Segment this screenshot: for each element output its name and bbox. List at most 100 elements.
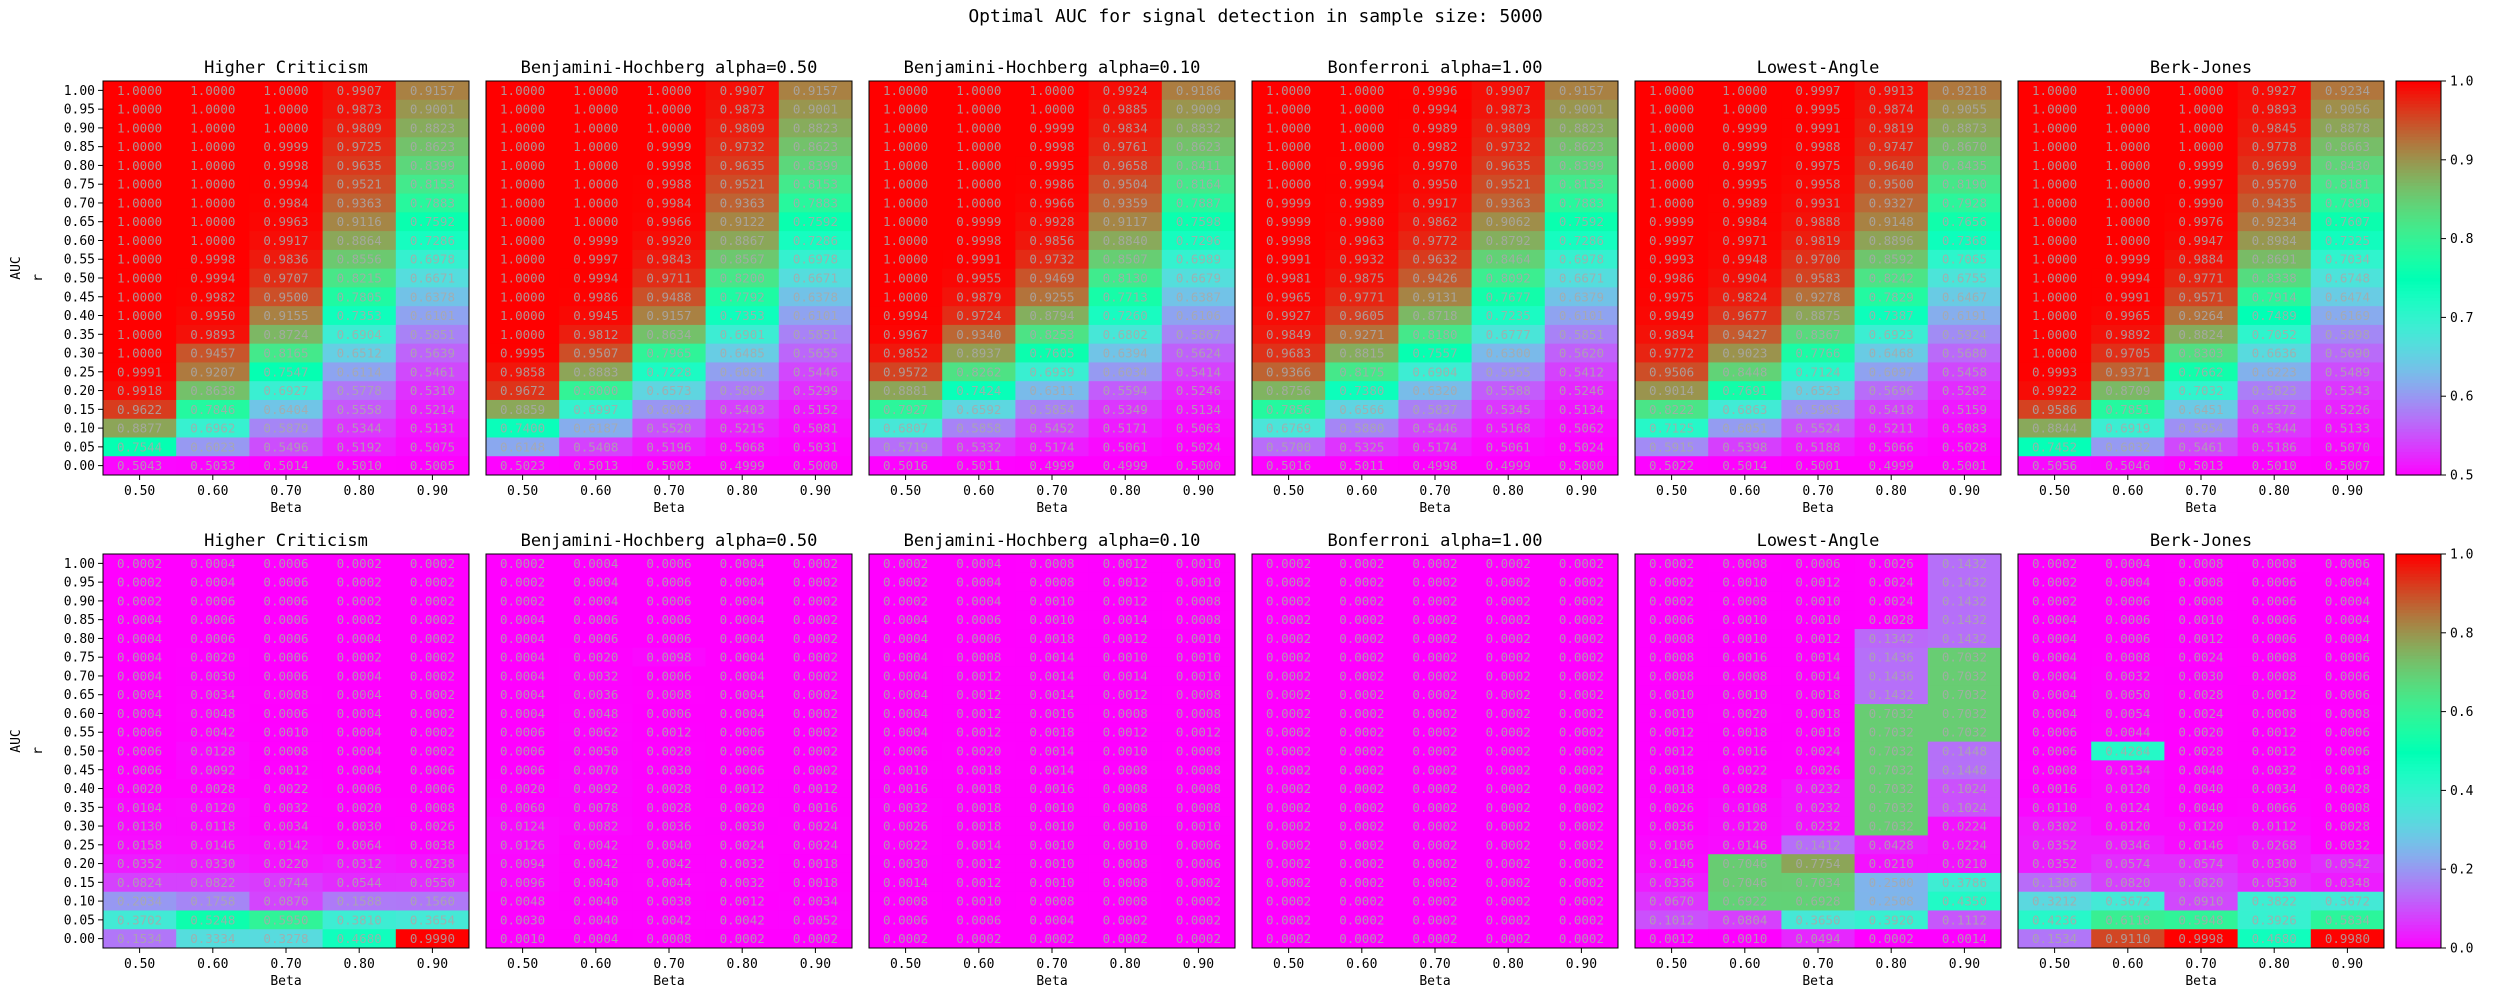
cell-value-label: 0.0002 [1266, 575, 1311, 590]
cell-value-label: 0.0012 [1649, 725, 1694, 740]
cell-value-label: 0.8165 [263, 346, 308, 361]
cell-value-label: 0.0330 [190, 856, 235, 871]
cell-value-label: 0.0002 [720, 931, 765, 946]
heatmap-cell [1015, 399, 1090, 420]
cell-value-label: 0.8824 [2178, 327, 2223, 342]
cell-value-label: 0.0014 [1029, 650, 1074, 665]
cell-value-label: 0.0002 [1869, 931, 1914, 946]
cell-value-label: 0.0012 [1649, 931, 1694, 946]
y-tick-label: 0.65 [64, 215, 95, 230]
heatmap-cell [103, 174, 177, 195]
cell-value-label: 0.0002 [1339, 556, 1384, 571]
cell-value-label: 0.8464 [1486, 252, 1531, 267]
cell-value-label: 1.0000 [190, 158, 235, 173]
cell-value-label: 0.5010 [2252, 458, 2297, 473]
heatmap-cell [869, 156, 943, 176]
y-tick-label: 0.85 [64, 140, 95, 155]
cell-value-label: 1.0000 [573, 158, 618, 173]
cell-value-label: 1.0000 [500, 158, 545, 173]
cell-value-label: 0.0134 [2105, 762, 2150, 777]
cell-value-label: 0.0146 [1649, 856, 1694, 871]
panel-title: Higher Criticism [204, 58, 368, 78]
cell-value-label: 0.9963 [263, 214, 308, 229]
cell-value-label: 0.0092 [573, 781, 618, 796]
cell-value-label: 0.5024 [1559, 439, 1604, 454]
cell-value-label: 0.0020 [2178, 725, 2223, 740]
cell-value-label: 0.0002 [1176, 931, 1221, 946]
cell-value-label: 0.0028 [2325, 781, 2370, 796]
cell-value-label: 0.0014 [1795, 668, 1840, 683]
y-tick-label: 0.95 [64, 576, 95, 591]
cell-value-label: 0.0010 [1029, 593, 1074, 608]
cell-value-label: 1.0000 [190, 120, 235, 135]
cell-value-label: 0.8338 [2252, 271, 2297, 286]
cell-value-label: 0.0064 [337, 837, 382, 852]
cell-value-label: 0.4999 [1029, 458, 1074, 473]
y-tick-label: 0.65 [64, 688, 95, 703]
cell-value-label: 0.5215 [720, 421, 765, 436]
heatmap-cell [1088, 81, 1163, 101]
heatmap-cell [1088, 137, 1163, 157]
cell-value-label: 0.0042 [573, 837, 618, 852]
heatmap-cell [322, 437, 397, 457]
cell-value-label: 0.5134 [1559, 402, 1604, 417]
cell-value-label: 0.0006 [2252, 612, 2297, 627]
cell-value-label: 0.0010 [1649, 687, 1694, 702]
heatmap-cell [942, 249, 1016, 270]
cell-value-label: 0.5489 [2325, 364, 2370, 379]
cell-value-label: 0.0002 [1486, 894, 1531, 909]
cell-value-label: 0.0574 [2105, 856, 2150, 871]
cell-value-label: 0.9521 [1486, 177, 1531, 192]
cell-value-label: 0.7032 [1942, 650, 1987, 665]
cell-value-label: 1.0000 [883, 195, 928, 210]
cell-value-label: 0.9504 [1103, 177, 1148, 192]
cell-value-label: 0.0002 [410, 650, 455, 665]
heatmap-cell [322, 156, 397, 176]
cell-value-label: 0.0002 [793, 762, 838, 777]
cell-value-label: 0.9340 [956, 327, 1001, 342]
heatmap-cell [1161, 81, 1236, 101]
heatmap-cell [176, 418, 250, 438]
cell-value-label: 0.4236 [2032, 912, 2077, 927]
cell-value-label: 0.0024 [720, 837, 765, 852]
cell-value-label: 0.0004 [117, 650, 162, 665]
cell-value-label: 0.0006 [2105, 593, 2150, 608]
cell-value-label: 0.7034 [1795, 875, 1840, 890]
cell-value-label: 0.7032 [1942, 706, 1987, 721]
cell-value-label: 0.0004 [2032, 612, 2077, 627]
cell-value-label: 0.1448 [1942, 762, 1987, 777]
cell-value-label: 0.0002 [1486, 781, 1531, 796]
cell-value-label: 1.0000 [500, 233, 545, 248]
cell-value-label: 1.0000 [500, 252, 545, 267]
cell-value-label: 0.0010 [1029, 837, 1074, 852]
cell-value-label: 0.7032 [1869, 762, 1914, 777]
cell-value-label: 1.0000 [883, 158, 928, 173]
cell-value-label: 0.9207 [190, 364, 235, 379]
cell-value-label: 0.5016 [1266, 458, 1311, 473]
cell-value-label: 0.7489 [2252, 308, 2297, 323]
heatmap-cell [322, 418, 397, 438]
heatmap-cell [322, 268, 397, 288]
cell-value-label: 1.0000 [1722, 83, 1767, 98]
cell-value-label: 0.0004 [337, 744, 382, 759]
cell-value-label: 0.0002 [410, 687, 455, 702]
cell-value-label: 0.3654 [410, 912, 455, 927]
cell-value-label: 0.8623 [410, 139, 455, 154]
heatmap-cell [778, 268, 853, 288]
cell-value-label: 0.6807 [883, 421, 928, 436]
cell-value-label: 0.9186 [1176, 83, 1221, 98]
y-tick-label: 0.20 [64, 857, 95, 872]
cell-value-label: 1.0000 [117, 308, 162, 323]
cell-value-label: 0.9699 [2252, 158, 2297, 173]
cell-value-label: 1.0000 [117, 233, 162, 248]
colorbar-tick-label: 0.0 [2450, 942, 2473, 957]
heatmap-cell [1015, 212, 1090, 232]
cell-value-label: 0.8000 [573, 383, 618, 398]
cell-value-label: 0.9996 [1412, 83, 1457, 98]
cell-value-label: 0.0002 [337, 593, 382, 608]
cell-value-label: 0.0126 [500, 837, 545, 852]
heatmap-cell [103, 99, 177, 120]
cell-value-label: 0.7124 [1795, 364, 1840, 379]
x-tick-label: 0.50 [1273, 484, 1304, 499]
heatmap-cell [559, 324, 633, 345]
